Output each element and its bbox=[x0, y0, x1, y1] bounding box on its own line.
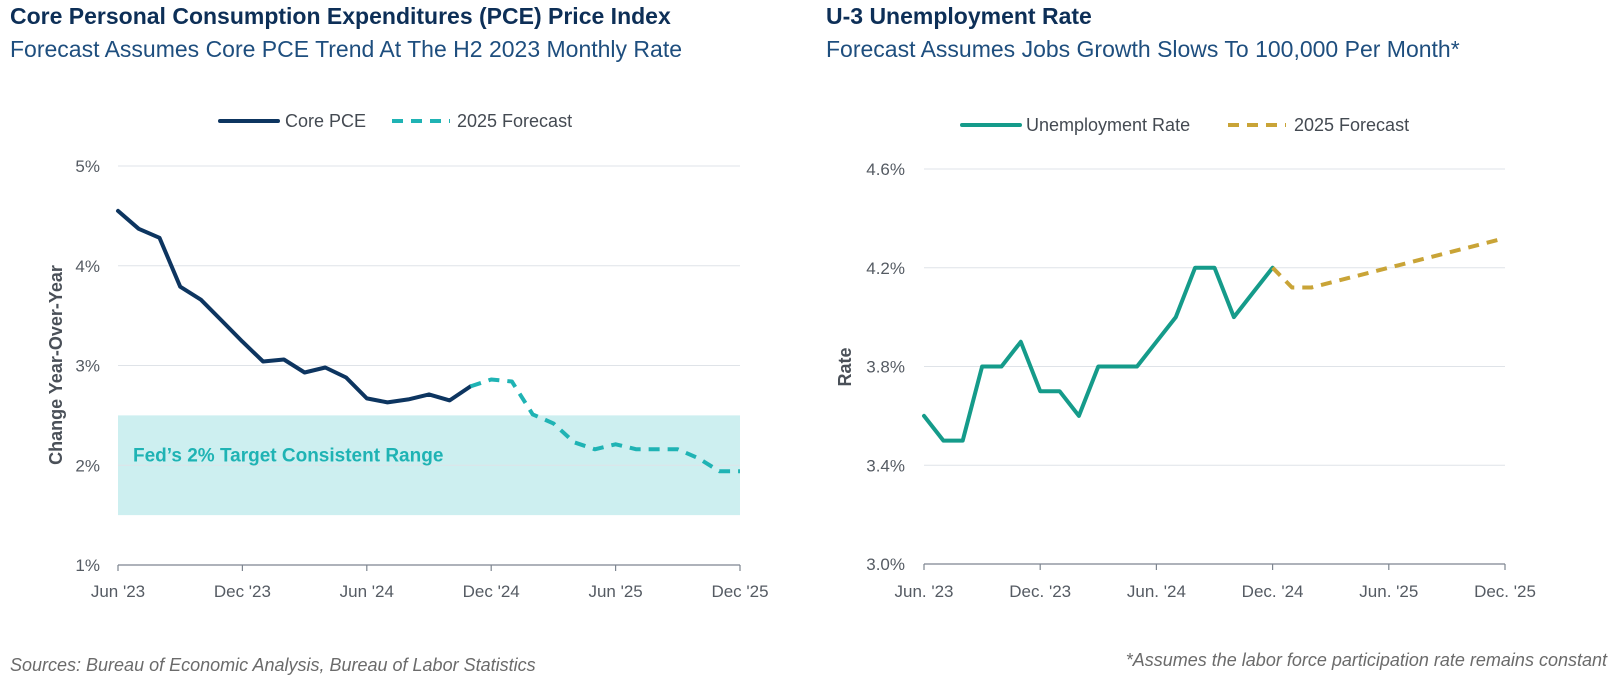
participation-footnote: *Assumes the labor force participation r… bbox=[1125, 650, 1607, 670]
y-tick-label: 2% bbox=[75, 456, 100, 475]
x-tick-label: Jun '24 bbox=[340, 582, 394, 601]
y-axis-label: Rate bbox=[835, 347, 855, 386]
y-tick-label: 3.4% bbox=[866, 456, 905, 475]
unemployment-chart: 3.0% 3.4% 3.8% 4.2% 4.6% Jun. '23 Dec. '23 Jun.… bbox=[835, 115, 1536, 601]
x-tick-label: Jun. '24 bbox=[1127, 582, 1186, 601]
core-pce-chart: 1% 2% 3% 4% 5% Fed’s 2% Target Consistent Ran… bbox=[46, 111, 769, 601]
x-tick-label: Dec. '23 bbox=[1009, 582, 1071, 601]
legend-label: 2025 Forecast bbox=[1294, 115, 1409, 135]
y-tick-label: 1% bbox=[75, 556, 100, 575]
actual-series-line bbox=[922, 265, 1275, 443]
y-axis-label: Change Year-Over-Year bbox=[46, 265, 66, 465]
y-tick-label: 3.8% bbox=[866, 358, 905, 377]
x-tick-label: Dec '23 bbox=[214, 582, 271, 601]
forecast-series-line bbox=[469, 377, 740, 474]
x-tick-label: Jun '23 bbox=[91, 582, 145, 601]
y-tick-label: 3% bbox=[75, 357, 100, 376]
x-tick-label: Dec. '24 bbox=[1242, 582, 1304, 601]
legend-label: 2025 Forecast bbox=[457, 111, 572, 131]
y-tick-label: 4.2% bbox=[866, 259, 905, 278]
y-tick-label: 5% bbox=[75, 157, 100, 176]
x-tick-label: Jun '25 bbox=[588, 582, 642, 601]
forecast-series-line bbox=[1271, 236, 1506, 290]
target-range-label: Fed’s 2% Target Consistent Range bbox=[133, 445, 443, 466]
y-tick-label: 3.0% bbox=[866, 555, 905, 574]
x-tick-label: Dec '24 bbox=[463, 582, 520, 601]
x-tick-label: Dec '25 bbox=[711, 582, 768, 601]
chart-subtitle-unemployment: Forecast Assumes Jobs Growth Slows To 10… bbox=[826, 36, 1460, 62]
sources-footnote: Sources: Bureau of Economic Analysis, Bu… bbox=[10, 655, 536, 675]
x-tick-label: Jun. '23 bbox=[894, 582, 953, 601]
chart-title-core-pce: Core Personal Consumption Expenditures (… bbox=[10, 3, 671, 29]
chart-subtitle-core-pce: Forecast Assumes Core PCE Trend At The H… bbox=[10, 36, 683, 62]
actual-series-line bbox=[116, 208, 473, 405]
y-tick-label: 4.6% bbox=[866, 160, 905, 179]
legend-label: Unemployment Rate bbox=[1026, 115, 1190, 135]
chart-title-unemployment: U-3 Unemployment Rate bbox=[826, 3, 1092, 29]
x-tick-label: Dec. '25 bbox=[1474, 582, 1536, 601]
y-tick-label: 4% bbox=[75, 257, 100, 276]
legend-label: Core PCE bbox=[285, 111, 366, 131]
x-tick-label: Jun. '25 bbox=[1359, 582, 1418, 601]
